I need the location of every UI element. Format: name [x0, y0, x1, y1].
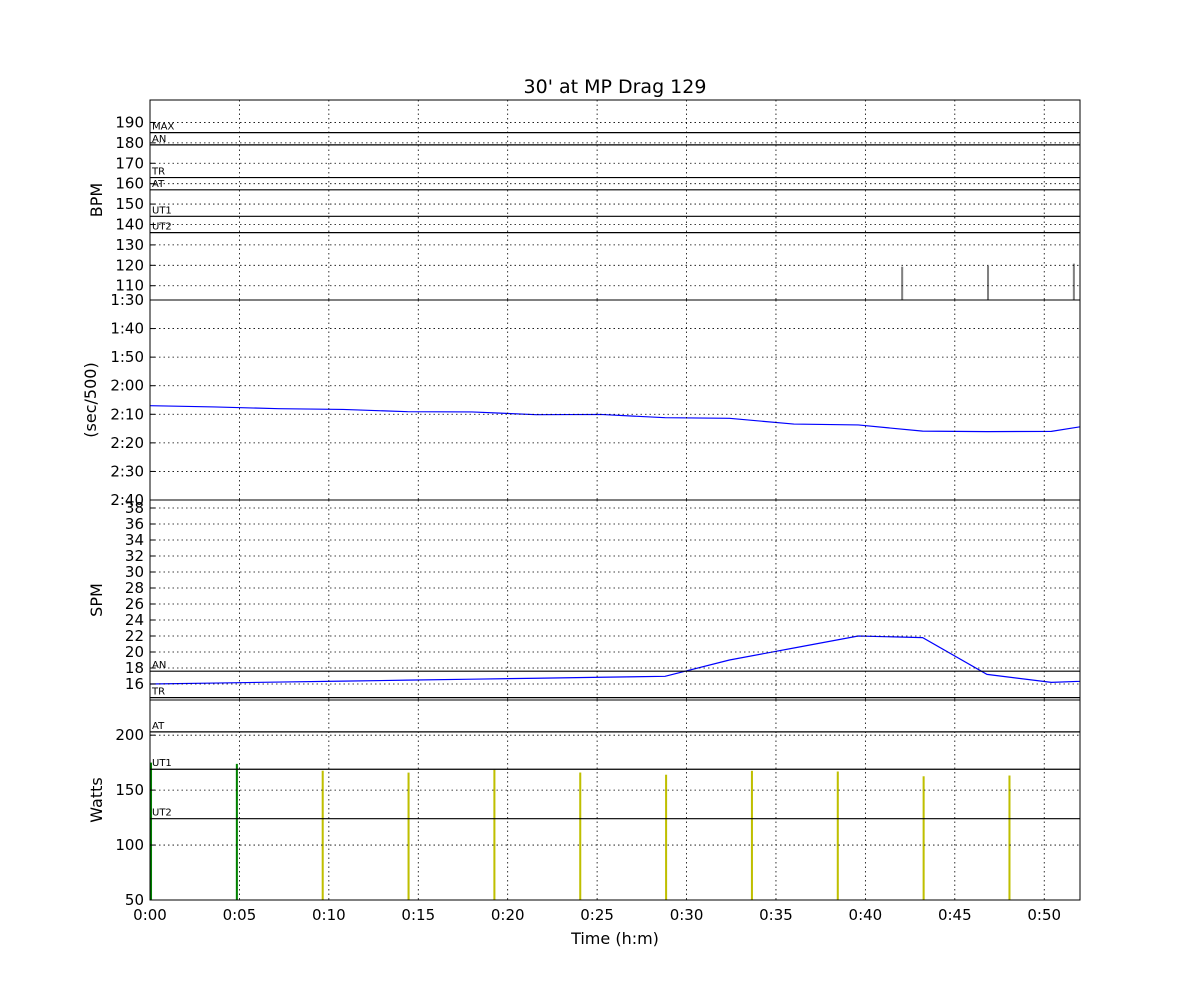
x-tick-label: 0:35: [759, 906, 793, 924]
y-tick-label: 32: [125, 547, 144, 565]
y-tick-label: 170: [115, 154, 144, 172]
data-bar: [901, 266, 904, 300]
x-tick-label: 0:45: [938, 906, 972, 924]
y-tick-label: 200: [115, 726, 144, 744]
x-tick-label: 0:10: [312, 906, 346, 924]
y-tick-label: 36: [125, 515, 144, 533]
x-tick-label: 0:25: [580, 906, 614, 924]
data-bar: [407, 772, 410, 900]
panel-0-frame: [149, 99, 1081, 301]
x-tick-label: 0:15: [401, 906, 435, 924]
y-tick-label: 2:00: [110, 377, 144, 395]
y-tick-label: 28: [125, 579, 144, 597]
data-bar: [235, 763, 238, 900]
data-bar: [750, 770, 753, 900]
data-bar: [1072, 263, 1075, 300]
data-bar: [1094, 776, 1096, 900]
y-tick-label: 180: [115, 134, 144, 152]
zone-label-ut1: UT1: [152, 205, 172, 216]
data-bar: [1180, 782, 1182, 900]
zone-label-max: MAX: [152, 122, 174, 133]
zone-label-at: AT: [152, 721, 165, 732]
data-bar: [1159, 264, 1161, 300]
y-tick-label: 2:10: [110, 405, 144, 423]
data-bar: [579, 772, 582, 900]
y-tick-label: 18: [125, 659, 144, 677]
panel-2-body: AN TR: [150, 635, 1080, 699]
y-tick-label: 1:30: [110, 291, 144, 309]
y-tick-label: 24: [125, 611, 144, 629]
data-bar: [150, 762, 153, 900]
y-tick-label: 34: [125, 531, 144, 549]
y-tick-label: 120: [115, 256, 144, 274]
x-tick-label: 0:00: [133, 906, 167, 924]
y-tick-label: 160: [115, 175, 144, 193]
chart-title: 30' at MP Drag 129: [524, 76, 707, 98]
y-tick-label: 190: [115, 113, 144, 131]
y-tick-label: 16: [125, 675, 144, 693]
y-tick-label: 140: [115, 215, 144, 233]
x-tick-label: 0:50: [1027, 906, 1061, 924]
data-bar: [1008, 775, 1011, 900]
panel-1-frame: [149, 299, 1081, 501]
zone-label-ut2: UT2: [152, 222, 172, 233]
zone-label-an: AN: [152, 134, 166, 145]
y-tick-label: 130: [115, 236, 144, 254]
y-tick-label: 150: [115, 781, 144, 799]
panel-1-body: [150, 405, 1080, 433]
y-axis-label: SPM: [87, 583, 106, 617]
x-tick-label: 0:05: [223, 906, 257, 924]
y-tick-label: 2:30: [110, 462, 144, 480]
y-tick-label: 38: [125, 499, 144, 517]
y-tick-label: 22: [125, 627, 144, 645]
x-tick-label: 0:20: [491, 906, 525, 924]
pace-series-line: [150, 405, 1080, 433]
y-axis-label: (sec/500): [81, 362, 100, 437]
zone-label-ut1: UT1: [152, 758, 172, 769]
data-bar: [922, 776, 925, 900]
y-tick-label: 150: [115, 195, 144, 213]
data-bar: [321, 770, 324, 900]
zone-label-ut2: UT2: [152, 808, 172, 819]
y-tick-label: 30: [125, 563, 144, 581]
y-tick-label: 50: [125, 891, 144, 909]
panel-3-body: AT UT1 UT2: [150, 721, 1182, 900]
x-tick-label: 0:40: [849, 906, 883, 924]
y-tick-label: 1:40: [110, 320, 144, 338]
panel-2-frame: [149, 499, 1081, 701]
y-tick-label: 2:40: [110, 491, 144, 509]
panel-3-frame: [149, 699, 1081, 901]
zone-label-at: AT: [152, 179, 165, 190]
zone-label-tr: TR: [151, 687, 165, 698]
y-tick-label: 1:50: [110, 348, 144, 366]
y-tick-label: 2:20: [110, 434, 144, 452]
y-tick-label: 20: [125, 643, 144, 661]
data-bar: [493, 769, 496, 900]
y-tick-label: 110: [115, 277, 144, 295]
zone-label-an: AN: [152, 660, 166, 671]
y-tick-label: 100: [115, 836, 144, 854]
data-bar: [836, 771, 839, 900]
zone-label-tr: TR: [151, 167, 165, 178]
y-tick-label: 26: [125, 595, 144, 613]
y-axis-label: Watts: [87, 777, 106, 822]
data-bar: [987, 265, 990, 300]
y-axis-label: BPM: [87, 183, 106, 217]
x-axis-label: Time (h:m): [570, 929, 659, 948]
x-tick-label: 0:30: [670, 906, 704, 924]
data-bar: [665, 774, 668, 900]
